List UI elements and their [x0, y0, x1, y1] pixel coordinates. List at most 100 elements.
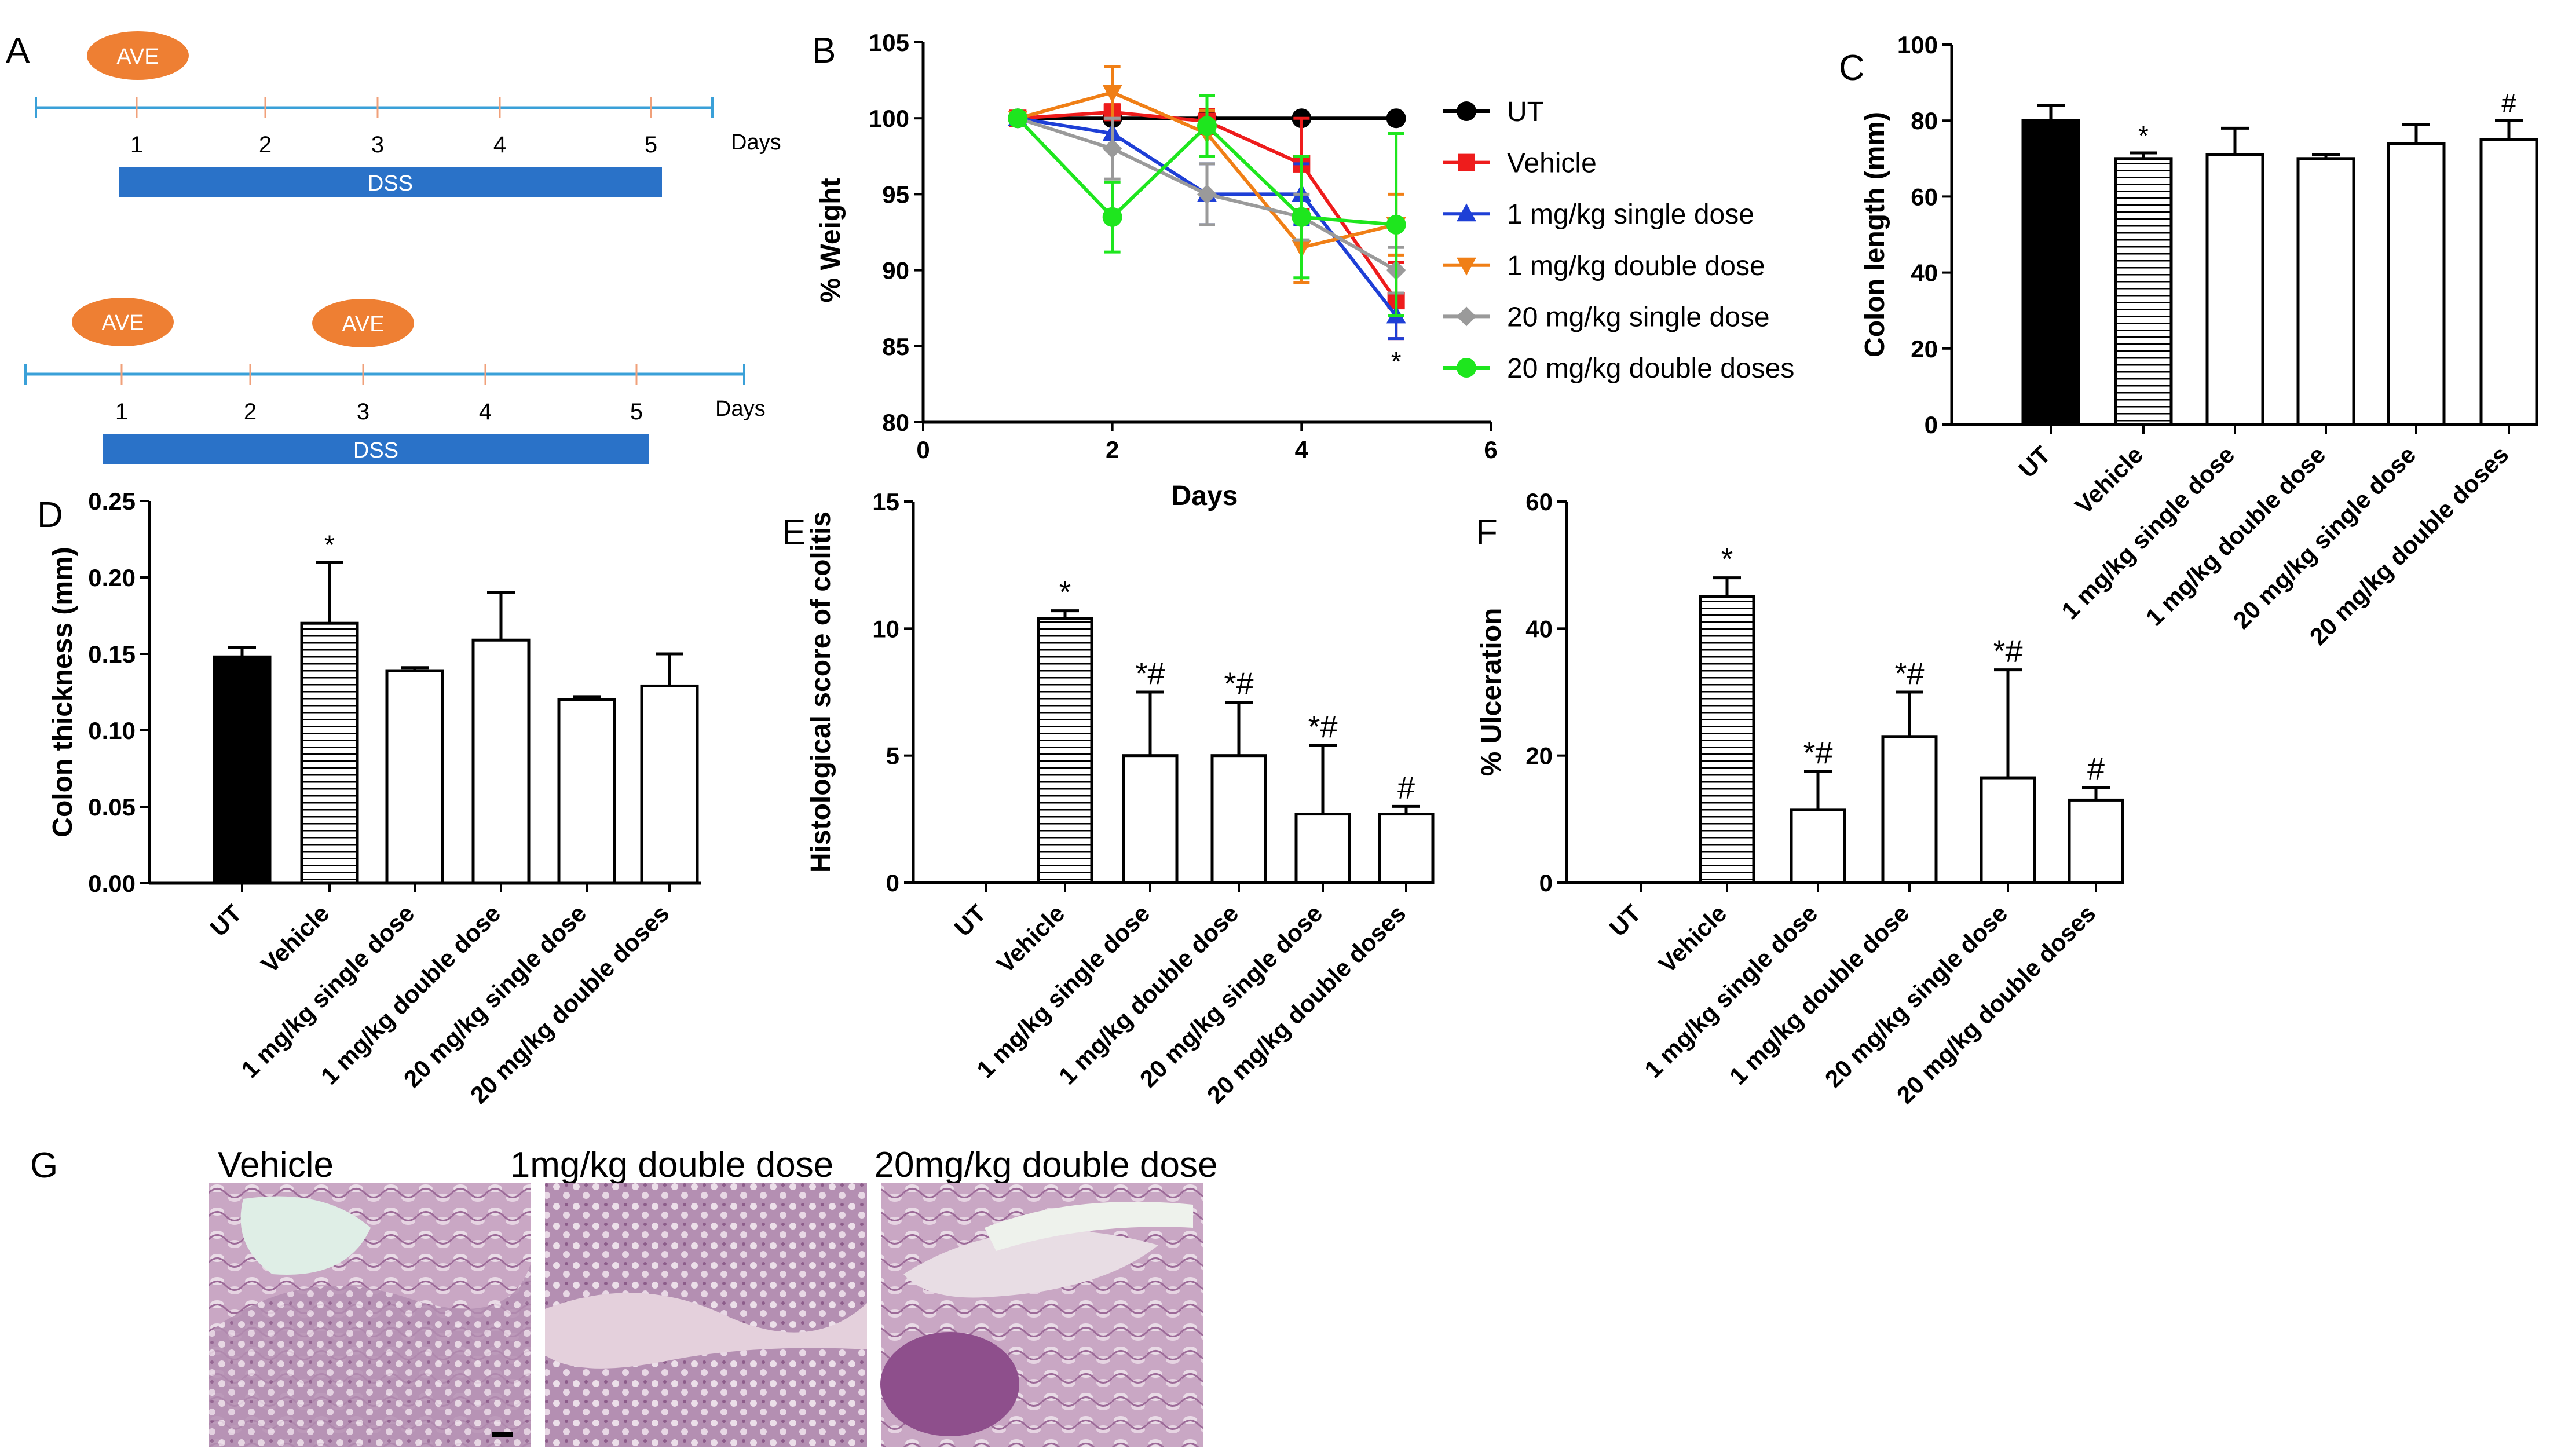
day-label: 5 [630, 399, 643, 425]
y-tick-label: 10 [872, 615, 899, 642]
significance-marker: * [1059, 575, 1071, 610]
category-label: 1 mg/kg double dose [1724, 899, 1915, 1090]
legend-marker [1457, 358, 1476, 378]
bar [2207, 155, 2263, 425]
day-label: 4 [493, 132, 506, 158]
day-label: 1 [115, 399, 128, 425]
legend-label: Vehicle [1507, 148, 1597, 179]
y-axis-title: % Weight [815, 178, 846, 302]
significance-marker: *# [1308, 709, 1337, 744]
figure: A 1 2 3 4 5 Days AVE DSS [0, 0, 2550, 1456]
category-label: 20 mg/kg single dose [1820, 899, 2013, 1093]
panel-d-colon-thickness-chart: DColon thickness (mm)0.000.050.100.150.2… [37, 488, 701, 1109]
bar [387, 671, 442, 883]
y-tick-label: 5 [886, 742, 899, 770]
y-tick-label: 40 [1525, 615, 1553, 642]
category-label: 20 mg/kg double doses [2304, 441, 2514, 650]
panel-b-weight-chart: B % Weight Days 80 85 90 95 100 105 0 2 4 6 UT Veh… [812, 29, 1794, 511]
bar [559, 700, 614, 883]
panel-g-histology: G Vehicle 1mg/kg double dose 20mg/kg dou… [30, 1145, 1217, 1447]
data-point [1386, 215, 1406, 235]
y-tick-label: 0 [1925, 411, 1938, 438]
significance-marker: * [1391, 346, 1402, 376]
y-axis-title: Histological score of colitis [806, 511, 836, 873]
annotations: * [1391, 346, 1402, 376]
day-label: 5 [645, 132, 657, 158]
legend: UT Vehicle 1 mg/kg single dose 1 mg/kg doub… [1443, 97, 1794, 384]
significance-marker: *# [1993, 634, 2022, 669]
bar [2116, 159, 2171, 425]
bar [2481, 140, 2537, 425]
histology-image-vehicle [209, 1183, 531, 1447]
significance-marker: *# [1135, 656, 1165, 691]
category-label: 1 mg/kg single dose [2056, 441, 2240, 624]
y-tick-label: 95 [882, 181, 909, 208]
bar [1124, 756, 1177, 883]
panel-label: E [782, 513, 806, 553]
panel-c-colon-length-chart: C Colon length (mm) 0 20 40 60 80 100 UT * Vehicle… [1839, 31, 2537, 650]
data-point [1103, 139, 1122, 159]
y-tick-label: 40 [1911, 259, 1938, 287]
category-label: UT [949, 899, 992, 942]
y-axis-title: Colon length (mm) [1860, 112, 1890, 357]
y-tick-label: 100 [869, 105, 909, 132]
significance-marker: # [1397, 770, 1415, 805]
legend-marker [1458, 154, 1475, 171]
bar [2298, 159, 2354, 425]
legend-label: UT [1507, 97, 1544, 127]
ave-marker-label: AVE [342, 312, 384, 336]
day-label: 3 [371, 132, 384, 158]
days-axis-label: Days [731, 130, 781, 155]
y-axis-title: % Ulceration [1476, 608, 1507, 777]
legend-item: 1 mg/kg single dose [1443, 199, 1754, 230]
timeline-single: 1 2 3 4 5 Days AVE DSS [36, 31, 781, 197]
data-point [1292, 207, 1311, 227]
y-tick-label: 80 [1911, 107, 1938, 134]
day-label: 3 [357, 399, 369, 425]
bar [1981, 778, 2035, 883]
y-tick-label: 85 [882, 333, 909, 360]
y-axis-title: Colon thickness (mm) [47, 547, 78, 837]
legend-item: Vehicle [1443, 148, 1597, 179]
image-caption: 20mg/kg double dose [875, 1145, 1218, 1185]
ave-marker-label: AVE [116, 45, 159, 69]
category-label: 1 mg/kg single dose [1639, 899, 1823, 1083]
category-label: UT [2014, 441, 2056, 483]
bar [1380, 814, 1433, 883]
dss-bar-label: DSS [353, 438, 398, 463]
y-tick-label: 105 [869, 29, 909, 56]
significance-marker: * [2138, 120, 2149, 151]
day-label: 1 [130, 132, 143, 158]
x-axis-title: Days [1172, 481, 1238, 511]
y-tick-label: 0 [886, 869, 899, 897]
category-label: Vehicle [1653, 899, 1732, 978]
image-caption: 1mg/kg double dose [510, 1145, 833, 1185]
bar [1296, 814, 1349, 883]
legend-marker [1457, 306, 1476, 326]
ave-marker-label: AVE [101, 311, 144, 335]
y-tick-label: 20 [1525, 742, 1553, 770]
plot-series [1008, 67, 1406, 339]
days-axis-label: Days [715, 397, 766, 421]
panel-label: D [37, 495, 63, 535]
panel-a-timeline: A 1 2 3 4 5 Days AVE DSS [6, 31, 781, 464]
y-tick-label: 0.05 [88, 793, 136, 821]
y-tick-label: 20 [1911, 335, 1938, 363]
y-tick-label: 60 [1911, 183, 1938, 210]
bar [1212, 756, 1265, 883]
legend-label: 1 mg/kg double dose [1507, 251, 1765, 281]
category-label: UT [205, 899, 247, 942]
bar [1883, 737, 1936, 883]
y-tick-label: 0.15 [88, 641, 136, 668]
bar [473, 640, 529, 883]
legend-label: 1 mg/kg single dose [1507, 199, 1754, 230]
significance-marker: *# [1894, 656, 1924, 691]
category-label: Vehicle [992, 899, 1070, 978]
y-tick-label: 0.20 [88, 564, 136, 591]
day-label: 4 [479, 399, 492, 425]
image-caption: Vehicle [218, 1145, 334, 1185]
legend-item: 20 mg/kg single dose [1443, 302, 1770, 332]
y-tick-label: 90 [882, 257, 909, 284]
histology-image-1mg-double [545, 1183, 867, 1447]
y-tick-label: 60 [1525, 488, 1553, 515]
